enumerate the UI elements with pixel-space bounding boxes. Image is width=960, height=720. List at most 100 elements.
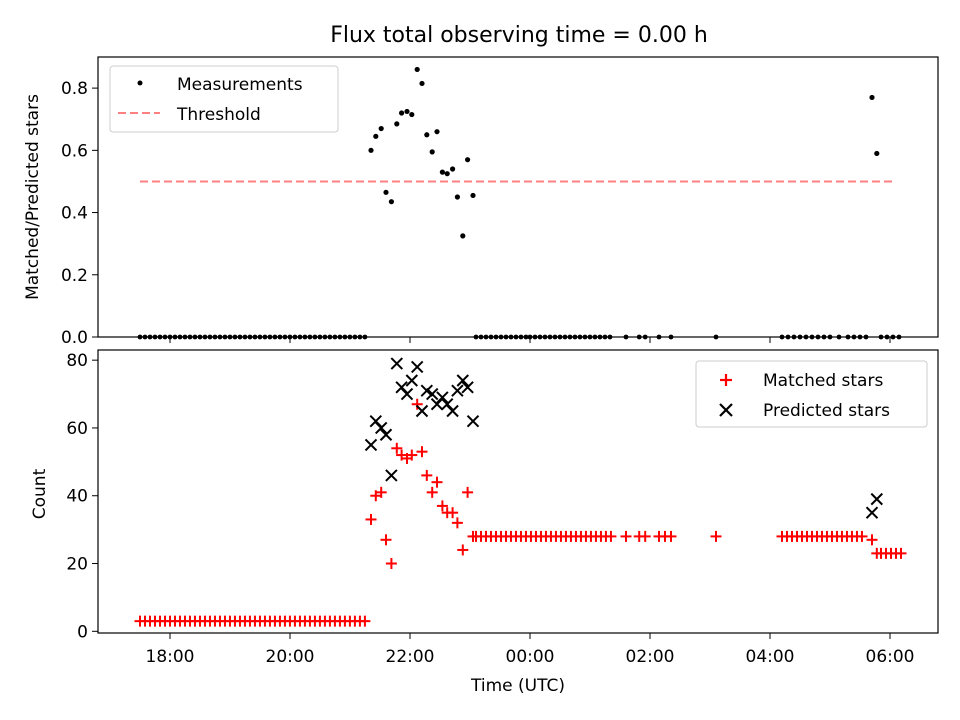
legend-measurements-label: Measurements: [177, 75, 303, 95]
measurement-point: [450, 166, 456, 172]
predicted-star-point: [390, 357, 404, 370]
matched-star-points: [134, 398, 907, 627]
predicted-star-point: [385, 469, 398, 482]
predicted-star-point: [415, 404, 429, 418]
matched-star-point: [359, 615, 371, 627]
predicted-star-point: [425, 387, 439, 401]
legend-threshold-label: Threshold: [176, 105, 261, 125]
y-tick-label: 0.8: [61, 79, 88, 99]
legend-predicted-label: Predicted stars: [763, 401, 890, 421]
bottom-y-ticks: 0 20 40 60 80: [66, 351, 98, 642]
y-tick-label: 0.4: [61, 204, 88, 224]
matched-star-point: [365, 513, 377, 525]
top-x-ticks: [169, 337, 891, 343]
measurement-point: [429, 149, 435, 155]
measurement-point: [460, 233, 466, 239]
measurement-point: [394, 121, 400, 127]
matched-star-point: [421, 469, 433, 481]
measurement-point: [383, 189, 389, 195]
measurement-point: [414, 66, 420, 73]
matched-star-point: [391, 442, 403, 454]
bottom-y-axis-label: Count: [30, 468, 50, 519]
x-tick-label: 20:00: [266, 647, 315, 667]
predicted-star-point: [870, 492, 884, 506]
top-measurement-points: [368, 66, 880, 239]
x-tick-label: 18:00: [146, 647, 195, 667]
matched-star-point: [431, 476, 443, 488]
matched-star-point: [385, 558, 397, 570]
y-tick-label: 40: [66, 487, 88, 507]
measurement-point: [444, 171, 450, 177]
bottom-legend-box: [695, 360, 928, 428]
top-panel: 0.00.20.40.60.8 Matched/Predicted stars …: [23, 56, 939, 348]
top-y-axis-label: Matched/Predicted stars: [23, 94, 43, 300]
x-tick-label: 00:00: [506, 647, 555, 667]
matched-star-point: [406, 449, 418, 461]
matched-star-point: [462, 486, 474, 498]
top-plot-frame: [97, 56, 939, 338]
measurement-point: [454, 194, 460, 200]
measurement-point: [439, 169, 445, 175]
matched-star-point: [605, 530, 617, 542]
x-tick-label: 02:00: [626, 647, 675, 667]
predicted-star-point: [410, 360, 424, 374]
matched-star-point: [710, 530, 722, 542]
measurement-point: [419, 80, 425, 87]
matched-star-point: [866, 534, 878, 546]
measurement-point: [378, 125, 384, 132]
matched-star-point: [380, 534, 392, 546]
matched-star-point: [411, 398, 423, 410]
matched-star-point: [426, 486, 438, 498]
predicted-star-point: [374, 421, 388, 435]
predicted-star-point: [405, 374, 419, 387]
matched-star-point: [639, 530, 651, 542]
matched-star-point: [375, 486, 387, 498]
matched-star-point: [620, 530, 632, 542]
predicted-star-point: [456, 374, 470, 387]
top-legend: Measurements Threshold: [109, 65, 339, 133]
predicted-star-point: [446, 404, 459, 418]
y-tick-label: 0: [77, 622, 88, 642]
measurement-point: [404, 108, 410, 115]
matched-star-point: [665, 530, 677, 542]
matched-star-point: [451, 517, 463, 529]
predicted-star-point: [364, 438, 378, 452]
measurement-point: [434, 129, 440, 135]
predicted-star-point: [436, 391, 449, 404]
bottom-panel: 0 20 40 60 80 18:00 20:00 22:00 00:00 02:00 04:00…: [30, 349, 939, 696]
predicted-star-points: [364, 357, 884, 519]
predicted-star-point: [461, 381, 474, 394]
matched-star-point: [895, 547, 907, 559]
matched-star-point: [856, 530, 868, 542]
measurement-point: [465, 157, 471, 163]
y-tick-label: 60: [66, 419, 88, 439]
x-tick-label: 06:00: [866, 647, 915, 667]
measurement-point: [424, 132, 430, 138]
matched-star-point: [436, 500, 448, 512]
bottom-x-ticks: 18:00 20:00 22:00 00:00 02:00 04:00 06:00: [146, 633, 915, 667]
bottom-legend: Matched stars Predicted stars: [695, 360, 928, 428]
y-tick-label: 0.6: [61, 141, 88, 161]
top-legend-box: [109, 65, 339, 133]
measurement-point: [874, 150, 880, 157]
predicted-star-point: [420, 384, 434, 397]
legend-matched-marker: [720, 374, 732, 386]
measurement-point: [869, 94, 875, 101]
measurement-point: [368, 147, 374, 153]
matched-star-point: [447, 507, 459, 519]
bottom-plot-frame: [97, 349, 939, 634]
matched-star-point: [416, 446, 428, 458]
chart-title: Flux total observing time = 0.00 h: [330, 23, 708, 48]
top-y-ticks: 0.0 0.2 0.4 0.6 0.8: [61, 79, 98, 348]
matched-star-point: [457, 544, 469, 556]
matched-star-point: [871, 547, 883, 559]
predicted-star-point: [451, 384, 464, 397]
measurement-point: [388, 199, 394, 205]
y-tick-label: 0.0: [61, 328, 88, 348]
legend-measurements-marker: [137, 80, 143, 86]
predicted-star-point: [379, 428, 393, 441]
legend-matched-label: Matched stars: [763, 371, 883, 391]
predicted-star-point: [466, 414, 480, 428]
y-tick-label: 80: [66, 351, 88, 371]
